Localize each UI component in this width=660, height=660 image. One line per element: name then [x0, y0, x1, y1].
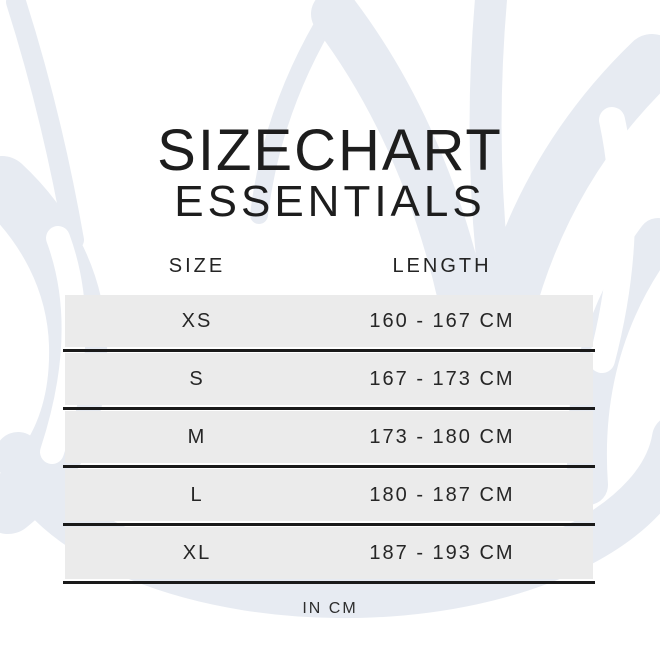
table-row: L 180 - 187 CM [63, 469, 595, 526]
length-cell: 180 - 187 CM [369, 483, 515, 506]
table-row: M 173 - 180 CM [63, 411, 595, 468]
length-cell: 187 - 193 CM [369, 541, 515, 564]
length-cell: 160 - 167 CM [369, 309, 515, 332]
unit-note: IN CM [302, 600, 358, 617]
page-title: SIZECHART [157, 118, 503, 183]
table-row: S 167 - 173 CM [63, 353, 595, 410]
size-cell: XL [182, 541, 212, 564]
table-row: XL 187 - 193 CM [63, 527, 595, 584]
column-header-size: SIZE [168, 255, 226, 277]
length-cell: 167 - 173 CM [369, 367, 515, 390]
size-cell: L [190, 483, 204, 506]
table-header-row: SIZE LENGTH [65, 256, 593, 276]
size-cell: S [189, 367, 205, 390]
column-header-length: LENGTH [392, 255, 492, 277]
page-subtitle: ESSENTIALS [174, 177, 486, 226]
table-row: XS 160 - 167 CM [63, 295, 595, 352]
length-cell: 173 - 180 CM [369, 425, 515, 448]
size-cell: XS [181, 309, 213, 332]
size-cell: M [187, 425, 207, 448]
size-chart-table: XS 160 - 167 CM S 167 - 173 CM M 173 - 1… [63, 295, 595, 585]
